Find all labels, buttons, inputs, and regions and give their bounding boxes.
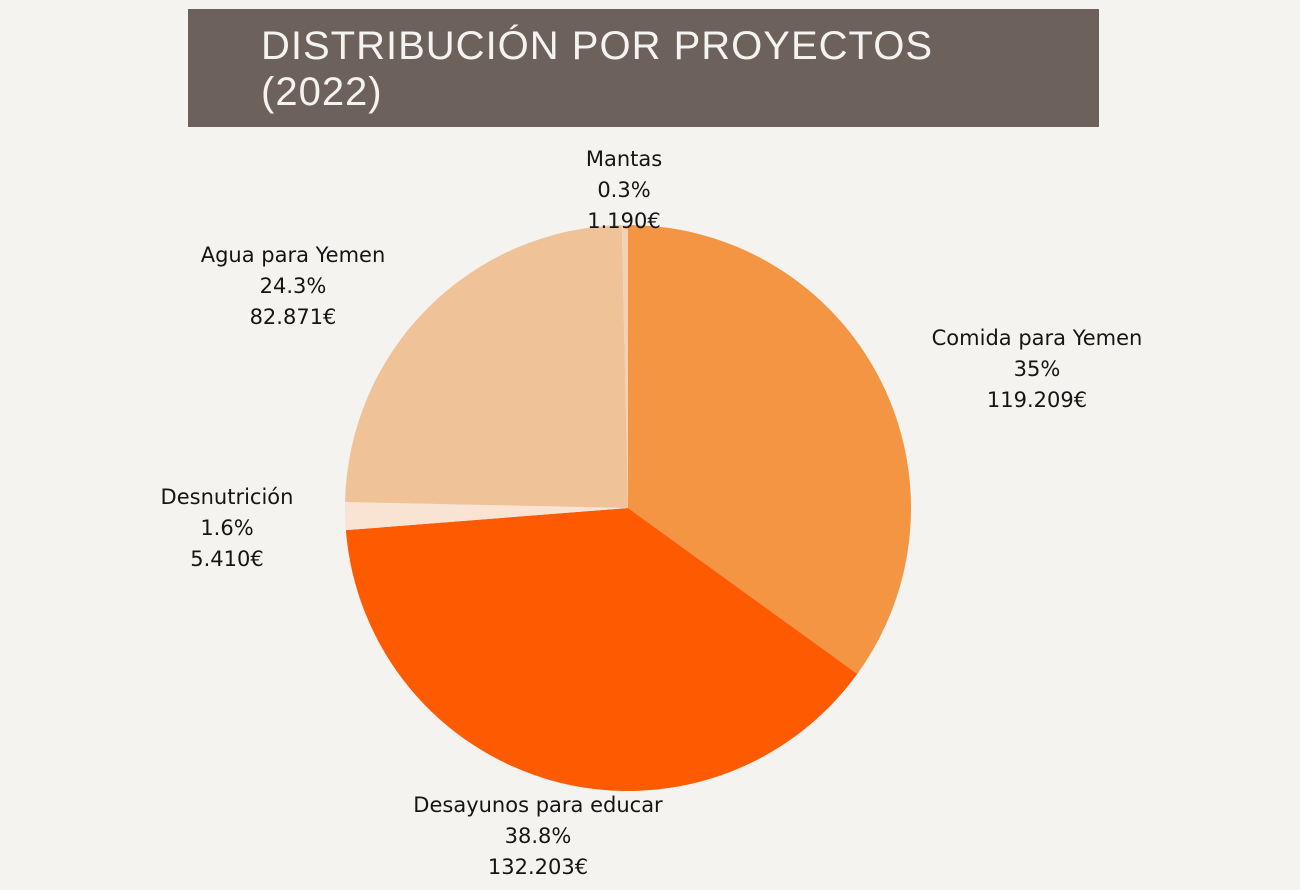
slice-label-comida-para-yemen: Comida para Yemen 35% 119.209€ [932,323,1143,416]
slice-amount-label: 82.871€ [249,305,337,329]
slice-percent-label: 35% [1013,357,1061,381]
slice-percent-label: 38.8% [504,824,572,848]
slice-percent-label: 24.3% [259,274,327,298]
slice-name-label: Desayunos para educar [413,793,663,817]
slice-name-label: Mantas [585,147,663,171]
slice-amount-label: 119.209€ [986,388,1088,412]
slice-label-desayunos-para-educar: Desayunos para educar 38.8% 132.203€ [413,790,662,883]
slice-label-mantas: Mantas 0.3% 1.190€ [586,144,662,237]
slice-amount-label: 132.203€ [487,855,589,879]
chart-title-line-1: DISTRIBUCIÓN POR PROYECTOS [261,24,934,68]
title-bar: DISTRIBUCIÓN POR PROYECTOS (2022) [188,9,1099,127]
slice-amount-label: 1.190€ [587,209,661,233]
pie-slice-desnutricion [344,501,628,531]
slice-percent-label: 1.6% [200,516,254,540]
slice-percent-label: 0.3% [597,178,651,202]
pie-slice-desayunos-para-educar [345,508,858,791]
slice-name-label: Agua para Yemen [200,243,386,267]
slice-label-desnutricion: Desnutrición 1.6% 5.410€ [161,482,294,575]
pie-slice-mantas [621,225,628,508]
slice-label-agua-para-yemen: Agua para Yemen 24.3% 82.871€ [201,240,386,333]
chart-title-line-2: (2022) [261,70,383,114]
slice-name-label: Comida para Yemen [931,326,1143,350]
slice-name-label: Desnutrición [160,485,294,509]
pie-slice-comida-para-yemen [628,225,912,674]
slice-amount-label: 5.410€ [190,547,264,571]
pie-slice-agua-para-yemen [345,225,628,508]
